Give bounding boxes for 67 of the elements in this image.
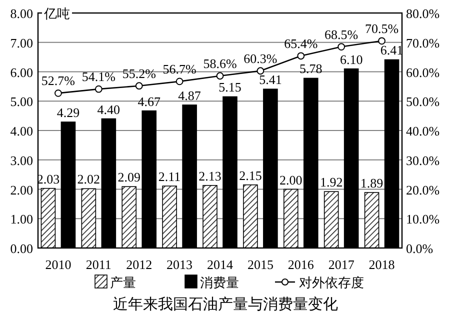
y2-tick-label: 30.0%: [406, 152, 440, 168]
y-tick-label: 7.00: [10, 35, 33, 50]
y2-tick-label: 60.0%: [406, 64, 440, 80]
y2-tick-label: 50.0%: [406, 94, 440, 110]
data-label: 52.7%: [41, 73, 76, 88]
point: [338, 43, 346, 50]
x-tick-label: 2018: [368, 257, 395, 272]
data-label: 54.1%: [82, 69, 116, 84]
data-label: 6.10: [340, 52, 363, 67]
x-tick-label: 2014: [207, 257, 234, 272]
data-label: 5.15: [218, 80, 242, 95]
text: 近年来我国石油产量与消费量变化: [113, 295, 338, 313]
data-label: 1.89: [360, 175, 384, 190]
data-label: 65.4%: [284, 36, 318, 51]
x-tick-label: 2013: [166, 257, 193, 272]
data-label: 4.40: [97, 102, 120, 117]
y-axis-title: 亿吨: [43, 7, 70, 22]
point: [378, 37, 386, 45]
data-label: 2.15: [239, 168, 262, 183]
x-tick-label: 2010: [45, 257, 72, 272]
y-tick-label: 6.00: [10, 64, 33, 80]
y2-tick-label: 40.0%: [406, 124, 440, 138]
point: [54, 89, 62, 97]
data-label: 4.87: [178, 88, 202, 103]
data-label: 58.6%: [203, 56, 237, 71]
data-label: 6.41: [380, 42, 404, 58]
data-label: 56.7%: [162, 61, 197, 76]
data-label: 4.67: [138, 94, 161, 109]
y-tick-label: 4.00: [10, 124, 33, 138]
x-tick-label: 2017: [328, 257, 355, 272]
y2-tick-label: 0.0%: [406, 241, 434, 256]
data-label: 55.2%: [122, 66, 156, 81]
y-tick-label: 5.00: [10, 94, 33, 110]
data-label: 68.5%: [324, 26, 358, 42]
y-tick-label: 8.00: [10, 6, 33, 21]
data-label: 60.3%: [244, 50, 278, 66]
x-tick-label: 2016: [288, 257, 314, 272]
x-tick-label: 2015: [247, 257, 274, 272]
x-tick-label: 2012: [126, 257, 152, 272]
data-label: 4.29: [56, 104, 80, 120]
data-label: 2.11: [158, 169, 181, 184]
data-label: 2.13: [198, 168, 222, 184]
point: [216, 72, 224, 80]
y-tick-label: 2.00: [10, 182, 33, 198]
x-tick-label: 2011: [86, 257, 112, 272]
point: [297, 52, 305, 60]
y-tick-label: 1.00: [10, 212, 33, 227]
data-label: 70.5%: [364, 20, 399, 36]
y2-tick-label: 20.0%: [406, 182, 440, 198]
legend-label: 产量: [110, 276, 136, 291]
data-label: 2.02: [77, 172, 100, 187]
data-label: 5.41: [259, 72, 282, 88]
point: [176, 78, 184, 86]
data-label: 1.92: [320, 174, 343, 190]
y2-tick-label: 10.0%: [406, 212, 440, 227]
data-label: 5.78: [300, 61, 322, 76]
point: [94, 85, 102, 93]
data-label: 2.09: [118, 170, 140, 185]
y2-tick-label: 70.0%: [406, 35, 440, 50]
point: [135, 82, 143, 90]
y-tick-label: 3.00: [10, 152, 33, 168]
data-label: 2.00: [280, 172, 302, 188]
y2-tick-label: 80.0%: [406, 6, 440, 21]
legend-label: 消费量: [200, 276, 239, 291]
legend-label: 对外依存度: [299, 275, 364, 291]
point: [256, 67, 264, 75]
y-tick-label: 0.00: [10, 241, 33, 256]
